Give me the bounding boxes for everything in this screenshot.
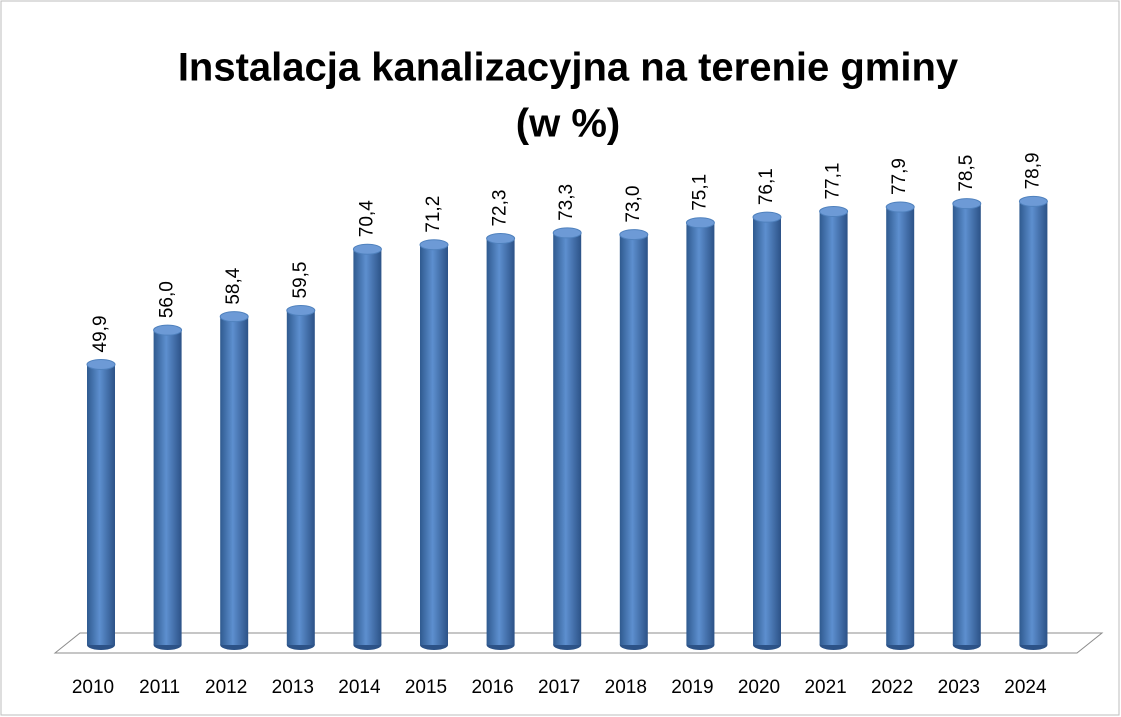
bar bbox=[220, 316, 249, 645]
value-label: 75,1 bbox=[689, 174, 710, 211]
x-tick-label: 2022 bbox=[871, 677, 913, 698]
bar-cap bbox=[153, 324, 183, 336]
x-tick-label: 2024 bbox=[1004, 677, 1047, 698]
bar bbox=[353, 249, 382, 645]
value-label: 59,5 bbox=[290, 261, 311, 298]
bar bbox=[753, 217, 781, 645]
value-label: 71,2 bbox=[423, 196, 444, 233]
x-tick-label: 2016 bbox=[471, 677, 513, 698]
value-label: 77,1 bbox=[823, 163, 844, 200]
bar bbox=[686, 222, 715, 645]
value-label: 73,0 bbox=[623, 186, 644, 223]
value-label: 49,9 bbox=[90, 315, 111, 352]
bar-cap bbox=[419, 239, 449, 251]
bar bbox=[619, 234, 648, 646]
value-label: 76,1 bbox=[756, 168, 777, 205]
bar-cap bbox=[486, 233, 516, 245]
bar bbox=[1019, 201, 1048, 645]
x-tick-label: 2012 bbox=[205, 677, 247, 698]
x-tick-label: 2013 bbox=[272, 677, 314, 698]
bar-cap bbox=[352, 243, 382, 255]
x-tick-label: 2018 bbox=[605, 677, 647, 698]
bar-cap bbox=[885, 201, 915, 213]
bar-cap bbox=[952, 198, 982, 210]
bar bbox=[553, 232, 582, 645]
value-label: 73,3 bbox=[556, 184, 577, 221]
bar bbox=[819, 211, 848, 645]
bar bbox=[286, 310, 315, 645]
bar-cap bbox=[619, 229, 649, 241]
bar-cap bbox=[286, 304, 316, 316]
x-tick-label: 2014 bbox=[338, 677, 381, 698]
bar-cap bbox=[86, 358, 116, 370]
x-tick-label: 2011 bbox=[139, 677, 180, 698]
bar-cap bbox=[685, 217, 715, 229]
bar bbox=[420, 244, 448, 645]
value-label: 56,0 bbox=[157, 281, 178, 318]
bar bbox=[486, 238, 515, 645]
x-tick-label: 2017 bbox=[538, 677, 580, 698]
value-label: 77,9 bbox=[889, 158, 910, 195]
value-label: 70,4 bbox=[356, 200, 377, 237]
x-tick-label: 2019 bbox=[671, 677, 713, 698]
chart-subtitle: (w %) bbox=[516, 102, 620, 146]
x-tick-label: 2015 bbox=[405, 677, 447, 698]
bar bbox=[87, 364, 115, 645]
bar bbox=[153, 330, 182, 645]
bar bbox=[886, 207, 915, 646]
value-label: 58,4 bbox=[223, 267, 244, 304]
bar-cap bbox=[552, 227, 582, 239]
x-tick-label: 2021 bbox=[804, 677, 846, 698]
value-label: 78,9 bbox=[1022, 152, 1043, 189]
value-label: 78,5 bbox=[956, 155, 977, 192]
bar-cap bbox=[219, 311, 249, 323]
x-tick-label: 2010 bbox=[72, 677, 114, 698]
bar bbox=[952, 203, 981, 645]
bar-cap bbox=[1018, 195, 1048, 207]
x-tick-label: 2023 bbox=[938, 677, 980, 698]
chart-title: Instalacja kanalizacyjna na terenie gmin… bbox=[178, 46, 959, 90]
bar-cap bbox=[752, 211, 782, 223]
bar-cap bbox=[819, 206, 849, 218]
x-tick-label: 2020 bbox=[738, 677, 780, 698]
value-label: 72,3 bbox=[490, 190, 511, 227]
